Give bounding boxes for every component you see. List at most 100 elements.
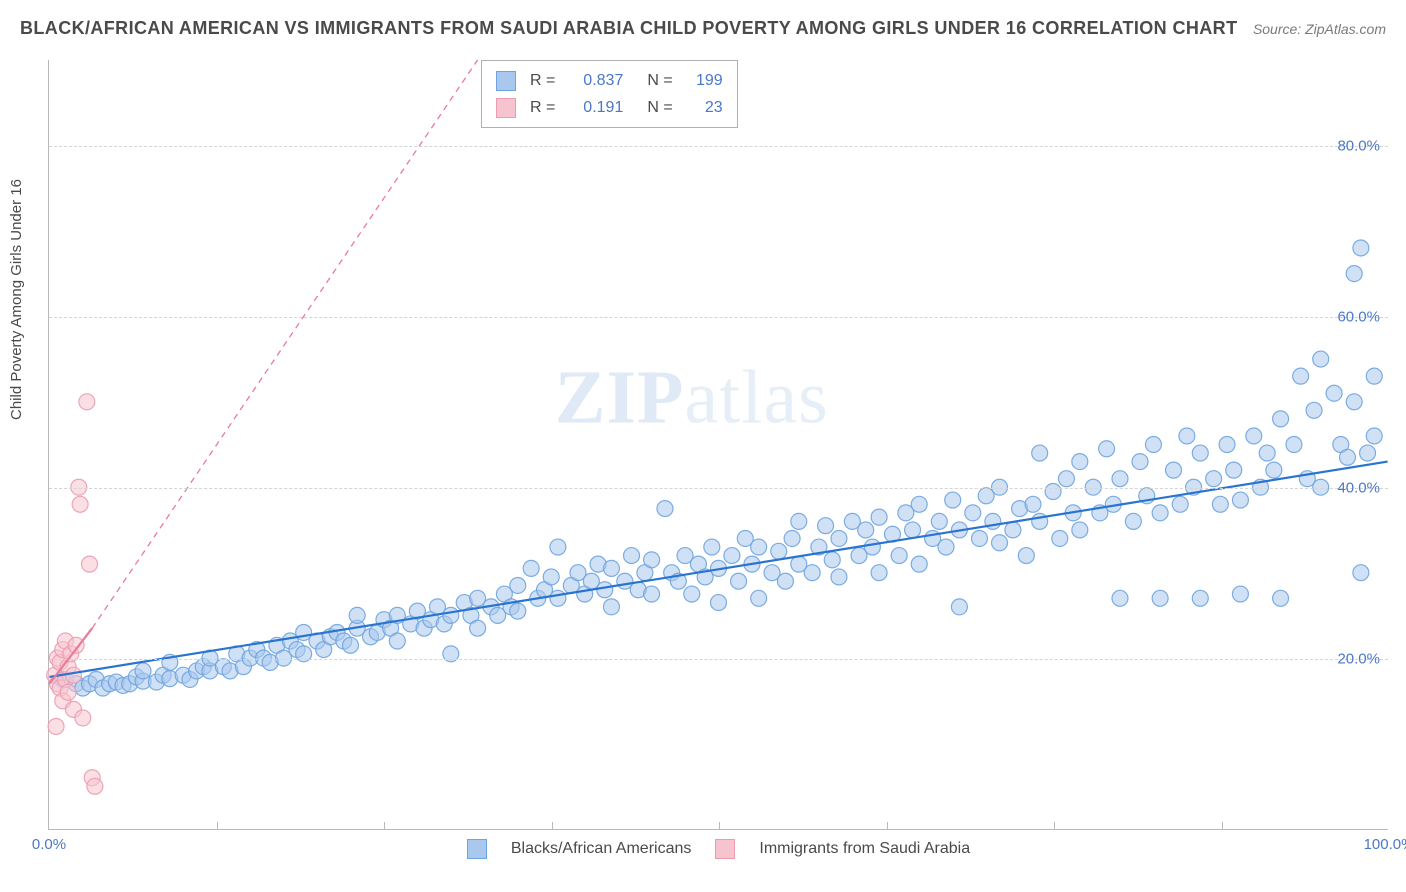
scatter-point [911,496,927,512]
scatter-point [510,603,526,619]
gridline-vertical [719,822,720,830]
gridline-vertical [1054,822,1055,830]
trend-line [49,462,1387,677]
chart-title: BLACK/AFRICAN AMERICAN VS IMMIGRANTS FRO… [20,18,1237,39]
x-tick-label: 100.0% [1364,836,1406,853]
scatter-point [550,539,566,555]
scatter-point [72,496,88,512]
scatter-point [818,518,834,534]
scatter-point [1058,471,1074,487]
legend-row: R = 0.191 N = 23 [496,94,723,121]
scatter-point [971,530,987,546]
scatter-point [342,637,358,653]
scatter-point [1192,445,1208,461]
r-value: 0.191 [569,94,623,121]
scatter-point [550,590,566,606]
scatter-point [1219,437,1235,453]
scatter-point [1072,454,1088,470]
scatter-point [1005,522,1021,538]
gridline-horizontal [49,659,1388,660]
gridline-vertical [1222,822,1223,830]
legend-label: Blacks/African Americans [511,840,692,858]
title-bar: BLACK/AFRICAN AMERICAN VS IMMIGRANTS FRO… [0,0,1406,49]
scatter-point [1125,513,1141,529]
n-value: 23 [687,94,723,121]
scatter-point [389,633,405,649]
gridline-vertical [552,822,553,830]
gridline-vertical [887,822,888,830]
y-tick-label: 80.0% [1337,137,1380,154]
scatter-point [48,718,64,734]
scatter-point [1099,441,1115,457]
scatter-point [1346,394,1362,410]
scatter-point [1306,402,1322,418]
scatter-point [87,778,103,794]
scatter-point [724,548,740,564]
scatter-point [1206,471,1222,487]
scatter-point [644,586,660,602]
y-axis-label: Child Poverty Among Girls Under 16 [8,179,25,420]
scatter-point [1172,496,1188,512]
scatter-point [79,394,95,410]
scatter-point [510,577,526,593]
scatter-point [1339,449,1355,465]
r-value: 0.837 [569,67,623,94]
legend-swatch-pink [715,839,735,859]
scatter-point [75,710,91,726]
y-tick-label: 40.0% [1337,479,1380,496]
y-tick-label: 60.0% [1337,308,1380,325]
scatter-point [1152,505,1168,521]
scatter-point [135,663,151,679]
scatter-point [1045,484,1061,500]
scatter-point [931,513,947,529]
scatter-point [1112,590,1128,606]
scatter-point [711,595,727,611]
scatter-point [864,539,880,555]
correlation-legend: R = 0.837 N = 199 R = 0.191 N = 23 [481,60,738,128]
scatter-point [644,552,660,568]
gridline-horizontal [49,317,1388,318]
scatter-point [1072,522,1088,538]
scatter-point [1032,445,1048,461]
legend-row: R = 0.837 N = 199 [496,67,723,94]
scatter-point [684,586,700,602]
scatter-point [751,539,767,555]
y-tick-label: 20.0% [1337,650,1380,667]
scatter-point [1273,590,1289,606]
scatter-point [1052,530,1068,546]
legend-swatch-blue [467,839,487,859]
scatter-point [704,539,720,555]
scatter-point [731,573,747,589]
scatter-point [1025,496,1041,512]
scatter-point [751,590,767,606]
scatter-point [1366,428,1382,444]
scatter-point [784,530,800,546]
scatter-point [951,599,967,615]
scatter-point [965,505,981,521]
scatter-point [657,501,673,517]
scatter-point [543,569,559,585]
r-label: R = [530,94,555,121]
scatter-point [891,548,907,564]
x-tick-label: 0.0% [32,836,66,853]
scatter-point [1353,240,1369,256]
scatter-point [1346,266,1362,282]
scatter-point [858,522,874,538]
scatter-point [60,684,76,700]
scatter-point [1179,428,1195,444]
scatter-point [1266,462,1282,478]
scatter-point [1246,428,1262,444]
scatter-point [791,513,807,529]
scatter-point [1166,462,1182,478]
scatter-point [938,539,954,555]
scatter-point [831,569,847,585]
scatter-point [443,607,459,623]
scatter-point [349,607,365,623]
chart-area: ZIPatlas R = 0.837 N = 199 R = 0.191 N =… [48,60,1388,830]
scatter-point [824,552,840,568]
n-label: N = [647,94,672,121]
r-label: R = [530,67,555,94]
gridline-vertical [217,822,218,830]
scatter-point [1226,462,1242,478]
n-label: N = [647,67,672,94]
